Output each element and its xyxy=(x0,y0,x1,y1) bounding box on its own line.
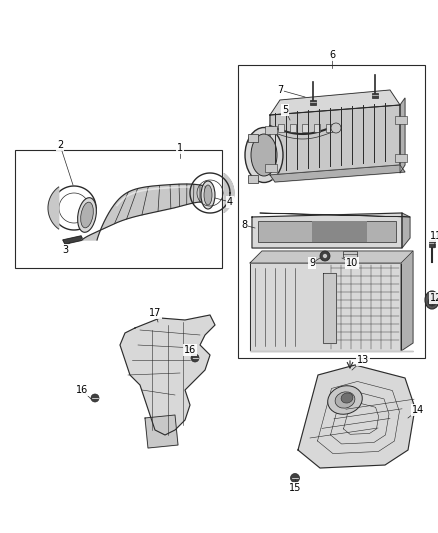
Bar xyxy=(265,126,277,134)
Ellipse shape xyxy=(320,251,330,261)
Bar xyxy=(314,124,320,132)
Polygon shape xyxy=(323,273,336,343)
Polygon shape xyxy=(224,174,234,213)
Bar xyxy=(248,175,258,183)
Bar xyxy=(258,221,396,242)
Polygon shape xyxy=(260,213,410,217)
Polygon shape xyxy=(48,187,59,229)
Bar xyxy=(302,124,308,132)
Polygon shape xyxy=(82,184,210,240)
Text: 9: 9 xyxy=(309,258,315,268)
Text: 12: 12 xyxy=(430,293,438,303)
Ellipse shape xyxy=(78,198,96,232)
Ellipse shape xyxy=(322,254,328,259)
Text: 11: 11 xyxy=(430,231,438,241)
Ellipse shape xyxy=(335,392,355,408)
Text: 15: 15 xyxy=(289,483,301,493)
Polygon shape xyxy=(250,263,401,351)
Bar xyxy=(429,240,435,247)
Text: 6: 6 xyxy=(329,50,335,60)
Ellipse shape xyxy=(428,298,436,306)
Ellipse shape xyxy=(251,134,277,176)
Ellipse shape xyxy=(201,181,215,209)
Text: 1: 1 xyxy=(177,143,183,153)
Text: 4: 4 xyxy=(227,197,233,207)
Text: 8: 8 xyxy=(241,220,247,230)
Polygon shape xyxy=(120,315,215,435)
Bar xyxy=(15,150,222,268)
Circle shape xyxy=(331,123,341,133)
Text: 17: 17 xyxy=(149,308,161,318)
Ellipse shape xyxy=(328,386,362,414)
Text: 13: 13 xyxy=(357,355,369,365)
Polygon shape xyxy=(401,251,413,351)
Bar xyxy=(372,93,378,98)
Ellipse shape xyxy=(204,185,212,205)
Text: 2: 2 xyxy=(57,140,63,150)
Polygon shape xyxy=(63,236,83,244)
Bar xyxy=(395,116,407,124)
Text: 3: 3 xyxy=(62,245,68,255)
Text: 16: 16 xyxy=(76,385,88,395)
Ellipse shape xyxy=(245,127,283,182)
Bar xyxy=(310,100,316,105)
Polygon shape xyxy=(270,105,400,175)
Text: 10: 10 xyxy=(346,258,358,268)
Bar xyxy=(238,65,425,358)
Polygon shape xyxy=(71,185,77,189)
Ellipse shape xyxy=(91,394,99,402)
Bar xyxy=(248,134,258,142)
Text: 16: 16 xyxy=(184,345,196,355)
Bar xyxy=(395,154,407,162)
Bar xyxy=(343,251,357,257)
Polygon shape xyxy=(298,365,415,468)
Polygon shape xyxy=(145,415,178,448)
Bar xyxy=(312,221,367,242)
Ellipse shape xyxy=(81,202,93,228)
Polygon shape xyxy=(250,251,413,263)
Polygon shape xyxy=(400,98,405,173)
Bar xyxy=(290,124,296,132)
Polygon shape xyxy=(252,213,402,248)
Ellipse shape xyxy=(341,393,353,403)
Bar xyxy=(278,124,284,132)
Polygon shape xyxy=(402,213,410,248)
Ellipse shape xyxy=(290,473,300,482)
Ellipse shape xyxy=(425,291,438,309)
Bar xyxy=(265,164,277,172)
Ellipse shape xyxy=(191,354,199,362)
Polygon shape xyxy=(270,165,405,182)
Text: 5: 5 xyxy=(282,105,288,115)
Text: 7: 7 xyxy=(277,85,283,95)
Text: 14: 14 xyxy=(412,405,424,415)
Polygon shape xyxy=(270,90,400,115)
Bar xyxy=(326,124,332,132)
